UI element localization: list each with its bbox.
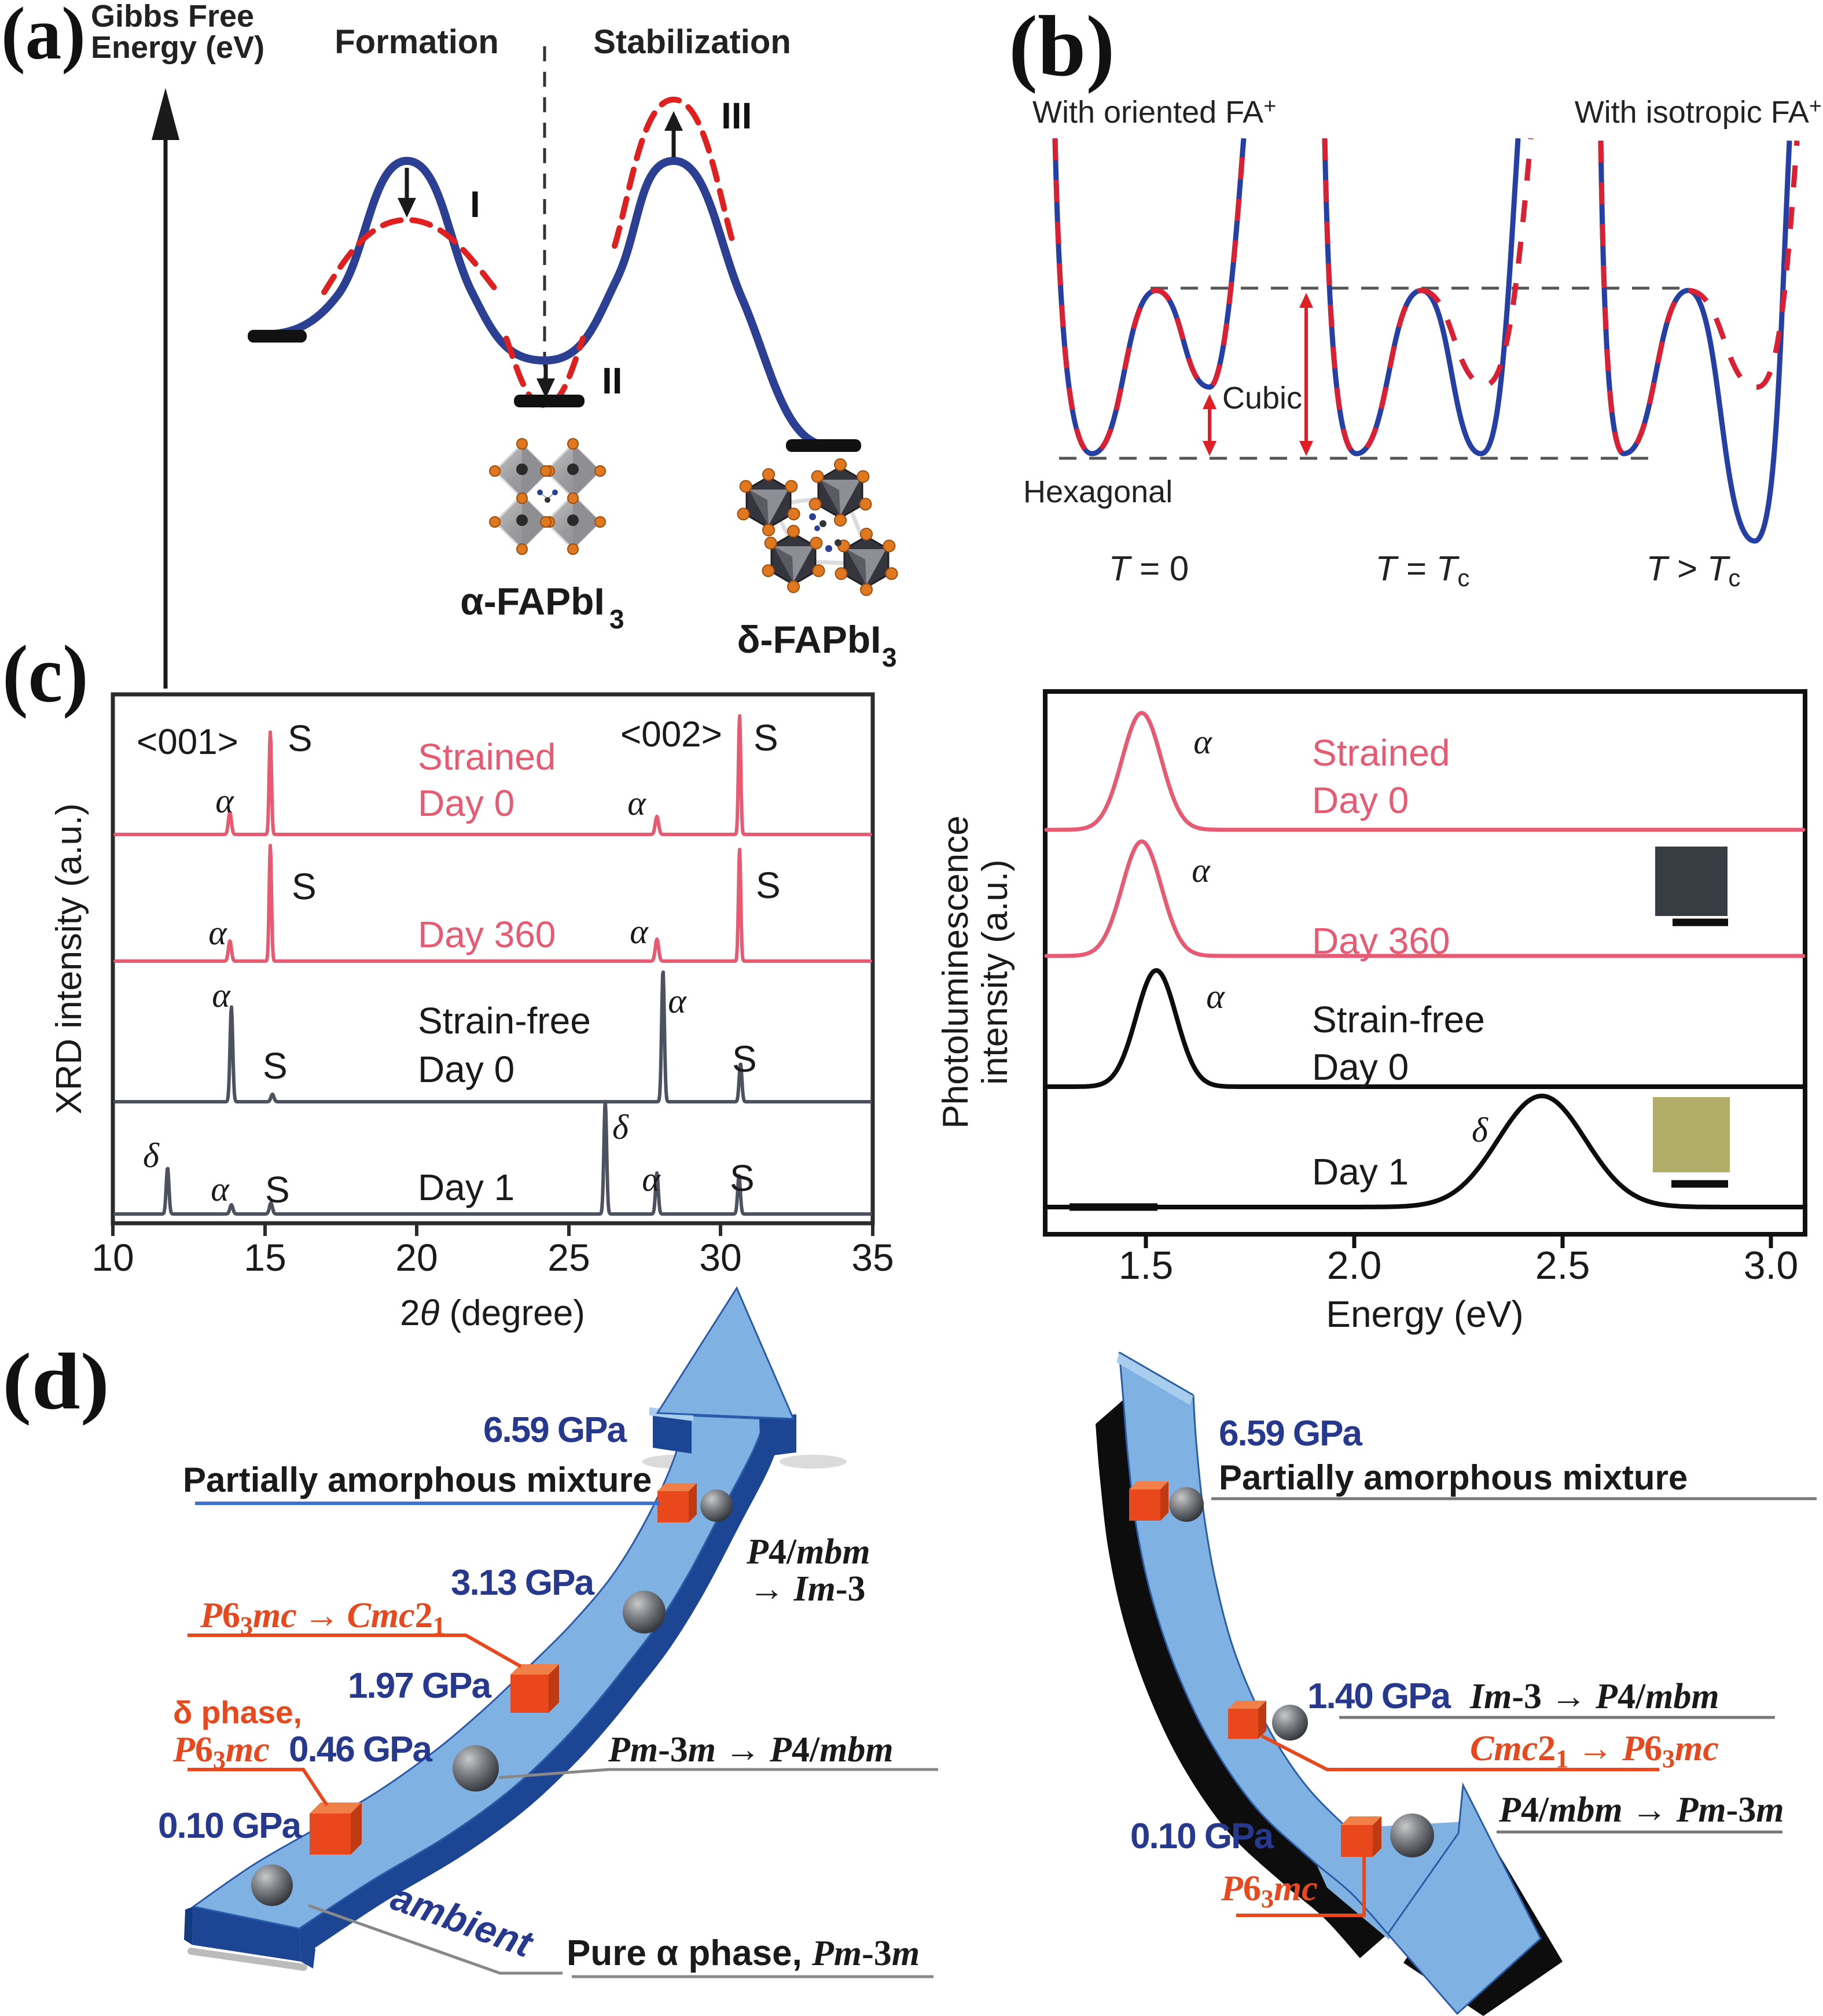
svg-text:3.0: 3.0 [1744, 1244, 1799, 1287]
svg-text:III: III [721, 95, 752, 137]
svg-text:0.46 GPa: 0.46 GPa [289, 1730, 432, 1769]
svg-text:II: II [602, 360, 623, 402]
svg-text:2.5: 2.5 [1535, 1244, 1590, 1287]
svg-text:0.10 GPa: 0.10 GPa [1130, 1816, 1274, 1856]
svg-text:Day 0: Day 0 [1312, 779, 1409, 821]
svg-text:Gibbs Free: Gibbs Free [91, 0, 254, 34]
svg-text:Hexagonal: Hexagonal [1023, 474, 1173, 509]
svg-text:Strained: Strained [418, 736, 556, 778]
svg-text:Day 0: Day 0 [1312, 1046, 1409, 1088]
svg-text:Formation: Formation [335, 23, 499, 61]
svg-text:Cubic: Cubic [1222, 381, 1302, 415]
svg-text:Pm-3m → P4/mbm: Pm-3m → P4/mbm [608, 1730, 894, 1769]
svg-text:Strained: Strained [1312, 732, 1450, 774]
svg-text:Day 1: Day 1 [1312, 1151, 1409, 1193]
svg-text:Partially amorphous mixture: Partially amorphous mixture [183, 1461, 652, 1499]
svg-text:35: 35 [851, 1236, 894, 1279]
svg-text:S: S [263, 1045, 288, 1087]
svg-text:δ: δ [1472, 1111, 1488, 1149]
svg-text:25: 25 [547, 1236, 590, 1279]
svg-text:3.13 GPa: 3.13 GPa [451, 1563, 594, 1603]
svg-text:Day 0: Day 0 [418, 782, 514, 824]
svg-text:I: I [470, 183, 480, 225]
svg-text:α: α [1206, 977, 1225, 1016]
svg-text:(b): (b) [1009, 0, 1115, 94]
svg-text:Energy (eV): Energy (eV) [91, 30, 264, 65]
svg-text:δ: δ [143, 1136, 160, 1175]
svg-text:3: 3 [882, 642, 897, 672]
svg-text:2θ (degree): 2θ (degree) [400, 1293, 585, 1333]
svg-text:α: α [212, 976, 231, 1014]
svg-text:0.10 GPa: 0.10 GPa [158, 1806, 302, 1846]
svg-text:α: α [215, 782, 234, 820]
svg-text:δ-FAPbI: δ-FAPbI [737, 618, 881, 661]
svg-text:(a): (a) [1, 0, 86, 75]
svg-text:Cmc21 → P63mc: Cmc21 → P63mc [1470, 1729, 1719, 1773]
svg-text:1.5: 1.5 [1119, 1244, 1174, 1287]
svg-text:S: S [288, 718, 313, 759]
svg-text:20: 20 [395, 1236, 438, 1279]
svg-text:With oriented FA+: With oriented FA+ [1032, 94, 1276, 130]
svg-text:α: α [627, 784, 646, 822]
svg-text:δ: δ [612, 1108, 629, 1146]
svg-text:S: S [756, 864, 781, 906]
svg-text:1.40 GPa: 1.40 GPa [1307, 1676, 1451, 1716]
svg-text:Day 360: Day 360 [418, 914, 556, 955]
svg-text:Stabilization: Stabilization [593, 23, 791, 61]
svg-text:Day 1: Day 1 [418, 1167, 514, 1208]
svg-text:S: S [265, 1169, 290, 1211]
svg-text:Strain-free: Strain-free [418, 1000, 591, 1042]
svg-text:2.0: 2.0 [1327, 1244, 1382, 1287]
svg-text:α: α [211, 1170, 230, 1208]
svg-text:30: 30 [699, 1236, 741, 1279]
svg-text:T > Tc: T > Tc [1646, 549, 1741, 591]
svg-text:With isotropic FA+: With isotropic FA+ [1575, 94, 1822, 130]
svg-text:Pure α phase, Pm-3m: Pure α phase, Pm-3m [567, 1933, 920, 1973]
svg-text:<001>: <001> [137, 722, 238, 762]
svg-text:S: S [732, 1038, 757, 1080]
svg-text:3: 3 [609, 604, 624, 634]
svg-text:Day 360: Day 360 [1312, 920, 1450, 962]
svg-text:Energy (eV): Energy (eV) [1326, 1293, 1523, 1335]
svg-text:6.59 GPa: 6.59 GPa [483, 1410, 627, 1450]
svg-text:P63mc → Cmc21: P63mc → Cmc21 [200, 1596, 446, 1640]
svg-text:α-FAPbI: α-FAPbI [460, 580, 605, 623]
svg-text:T = Tc: T = Tc [1376, 549, 1470, 591]
svg-text:Im-3 → P4/mbm: Im-3 → P4/mbm [1469, 1677, 1719, 1716]
svg-text:P4/mbm: P4/mbm [746, 1532, 870, 1572]
svg-text:6.59 GPa: 6.59 GPa [1219, 1414, 1362, 1454]
svg-text:α: α [642, 1160, 661, 1198]
svg-text:Day 0: Day 0 [418, 1049, 514, 1090]
svg-text:<002>: <002> [620, 715, 722, 755]
svg-text:S: S [730, 1157, 755, 1199]
svg-text:α: α [208, 914, 227, 952]
svg-text:S: S [292, 866, 317, 907]
svg-text:α: α [668, 982, 687, 1020]
svg-text:δ phase,: δ phase, [173, 1694, 302, 1730]
svg-text:Photoluminescence: Photoluminescence [936, 815, 976, 1128]
svg-text:T = 0: T = 0 [1109, 549, 1189, 588]
svg-text:(c): (c) [2, 628, 89, 719]
svg-text:XRD intensity (a.u.): XRD intensity (a.u.) [49, 803, 89, 1114]
svg-text:intensity (a.u.): intensity (a.u.) [975, 859, 1015, 1084]
svg-text:Partially amorphous mixture: Partially amorphous mixture [1219, 1458, 1688, 1497]
svg-text:P4/mbm → Pm-3m: P4/mbm → Pm-3m [1498, 1790, 1784, 1830]
svg-text:α: α [630, 913, 649, 951]
svg-text:Strain-free: Strain-free [1312, 999, 1485, 1040]
svg-text:15: 15 [244, 1236, 286, 1279]
svg-text:S: S [754, 717, 778, 759]
svg-text:→ Im-3: → Im-3 [749, 1569, 866, 1609]
svg-text:α: α [1193, 723, 1212, 761]
svg-text:P63mc: P63mc [1221, 1869, 1318, 1913]
svg-text:α: α [1192, 851, 1211, 889]
svg-text:(d): (d) [2, 1337, 109, 1426]
svg-text:10: 10 [91, 1236, 134, 1279]
svg-text:1.97 GPa: 1.97 GPa [348, 1666, 491, 1706]
